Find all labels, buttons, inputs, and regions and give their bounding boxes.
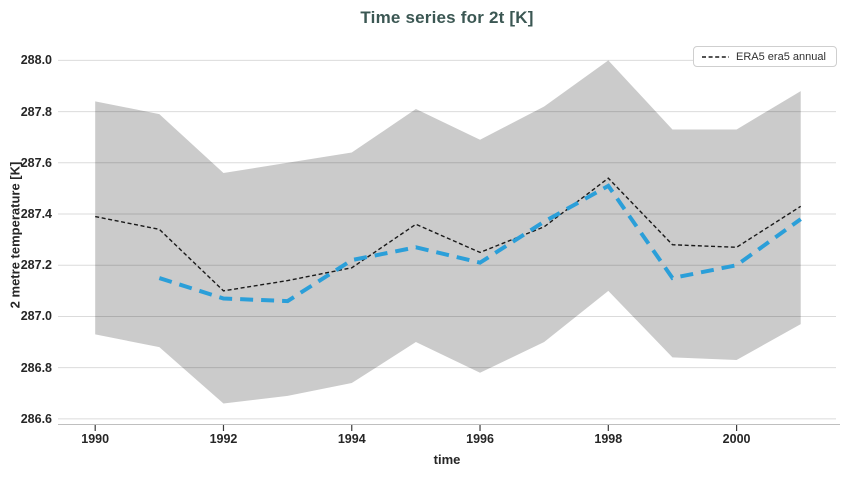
dashed-line-icon: [702, 55, 729, 58]
uncertainty-band: [95, 60, 801, 404]
blue-dashed-line: [158, 183, 802, 304]
chart-title: Time series for 2t [K]: [360, 8, 534, 27]
legend[interactable]: ERA5 era5 annual: [693, 46, 837, 67]
legend-item-label: ERA5 era5 annual: [736, 50, 826, 63]
x-axis-label: time: [433, 452, 461, 467]
era5-annual-line: [95, 177, 802, 292]
